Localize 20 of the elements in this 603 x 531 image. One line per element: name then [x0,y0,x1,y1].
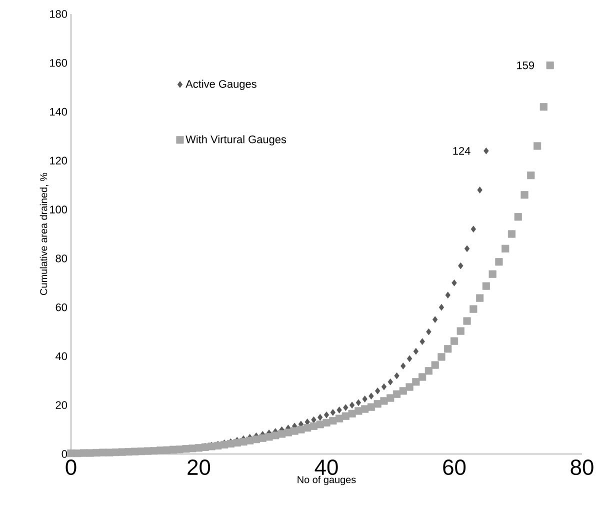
data-label: 159 [517,61,534,70]
y-tick-label: 140 [50,108,68,116]
y-tick-label: 120 [50,156,68,165]
legend-label: Active Gauges [186,80,256,90]
y-tick-label: 40 [56,352,68,360]
y-tick-label: 80 [56,254,68,262]
legend-label: With Virtural Gauges [186,135,286,146]
y-tick-label: 20 [56,401,68,409]
y-tick-label: 60 [56,303,68,312]
x-tick-label: 60 [443,460,466,476]
y-tick-label: 0 [62,450,68,458]
y-tick-label: 180 [50,10,68,18]
y-tick-label: 160 [50,59,68,67]
x-tick-label: 40 [314,460,338,476]
x-tick-label: 80 [570,460,594,476]
data-label: 124 [453,147,470,155]
x-tick-label: 20 [188,460,210,476]
y-tick-label: 100 [50,206,68,214]
x-axis-title: No of gauges [298,476,356,486]
y-axis-title: Cumulative area drained, % [40,172,48,295]
